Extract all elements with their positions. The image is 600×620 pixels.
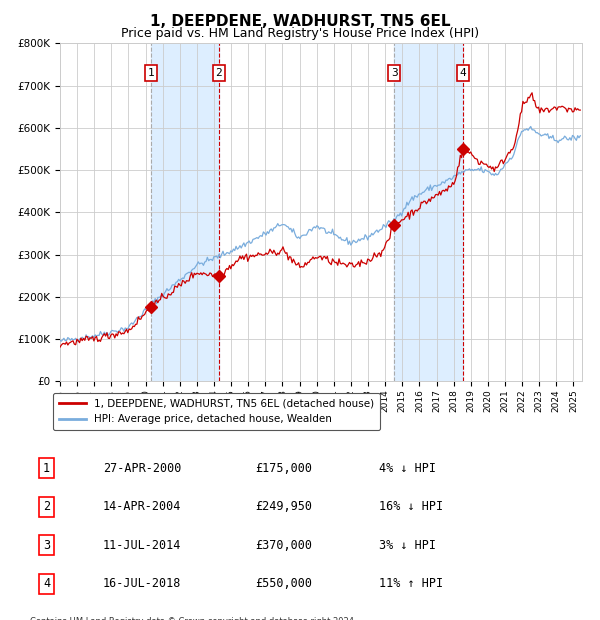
Text: 16% ↓ HPI: 16% ↓ HPI	[379, 500, 443, 513]
Text: Price paid vs. HM Land Registry's House Price Index (HPI): Price paid vs. HM Land Registry's House …	[121, 27, 479, 40]
Text: £370,000: £370,000	[255, 539, 312, 552]
Bar	[394, 43, 463, 381]
Text: 3: 3	[391, 68, 398, 78]
Bar	[151, 43, 219, 381]
Text: 1: 1	[43, 462, 50, 475]
Text: £175,000: £175,000	[255, 462, 312, 475]
Text: Contains HM Land Registry data © Crown copyright and database right 2024.
This d: Contains HM Land Registry data © Crown c…	[29, 617, 356, 620]
Text: £249,950: £249,950	[255, 500, 312, 513]
Text: 4: 4	[460, 68, 466, 78]
Text: 3: 3	[43, 539, 50, 552]
Text: 27-APR-2000: 27-APR-2000	[103, 462, 181, 475]
Text: 2: 2	[215, 68, 223, 78]
Text: 11-JUL-2014: 11-JUL-2014	[103, 539, 181, 552]
Text: 14-APR-2004: 14-APR-2004	[103, 500, 181, 513]
Text: 1, DEEPDENE, WADHURST, TN5 6EL: 1, DEEPDENE, WADHURST, TN5 6EL	[150, 14, 450, 29]
Text: 2: 2	[43, 500, 50, 513]
Legend: 1, DEEPDENE, WADHURST, TN5 6EL (detached house), HPI: Average price, detached ho: 1, DEEPDENE, WADHURST, TN5 6EL (detached…	[53, 392, 380, 430]
Text: 3% ↓ HPI: 3% ↓ HPI	[379, 539, 436, 552]
Text: 16-JUL-2018: 16-JUL-2018	[103, 577, 181, 590]
Text: 1: 1	[148, 68, 154, 78]
Text: £550,000: £550,000	[255, 577, 312, 590]
Text: 4: 4	[43, 577, 50, 590]
Text: 4% ↓ HPI: 4% ↓ HPI	[379, 462, 436, 475]
Text: 11% ↑ HPI: 11% ↑ HPI	[379, 577, 443, 590]
